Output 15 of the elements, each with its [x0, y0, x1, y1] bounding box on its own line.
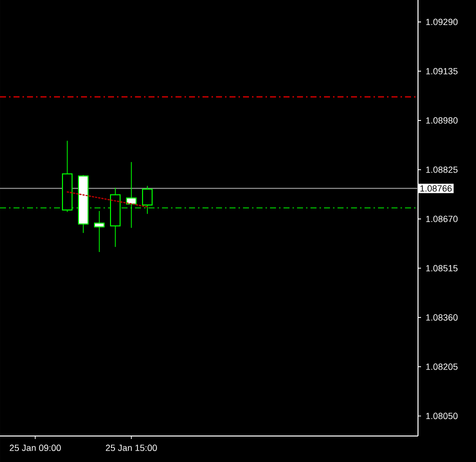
x-tick-label: 25 Jan 15:00 — [106, 444, 157, 452]
candlestick — [126, 162, 137, 228]
y-tick-label: 1.08050 — [426, 412, 458, 420]
y-tick-label: 1.08825 — [426, 166, 458, 173]
candlestick — [94, 210, 105, 252]
candlestick — [142, 185, 153, 214]
y-tick-label: 1.08360 — [426, 314, 458, 321]
y-tick-label: 1.08670 — [426, 216, 458, 222]
y-tick-label: 1.09290 — [426, 18, 458, 26]
y-tick-label: 1.08980 — [426, 117, 458, 124]
ref-line-label: 1.08766 — [420, 185, 452, 192]
y-tick-label: 1.08205 — [426, 364, 458, 370]
y-tick-label: 1.08515 — [426, 265, 458, 272]
x-tick-label: 25 Jan 09:00 — [10, 444, 61, 452]
y-tick-label: 1.09135 — [426, 68, 458, 74]
